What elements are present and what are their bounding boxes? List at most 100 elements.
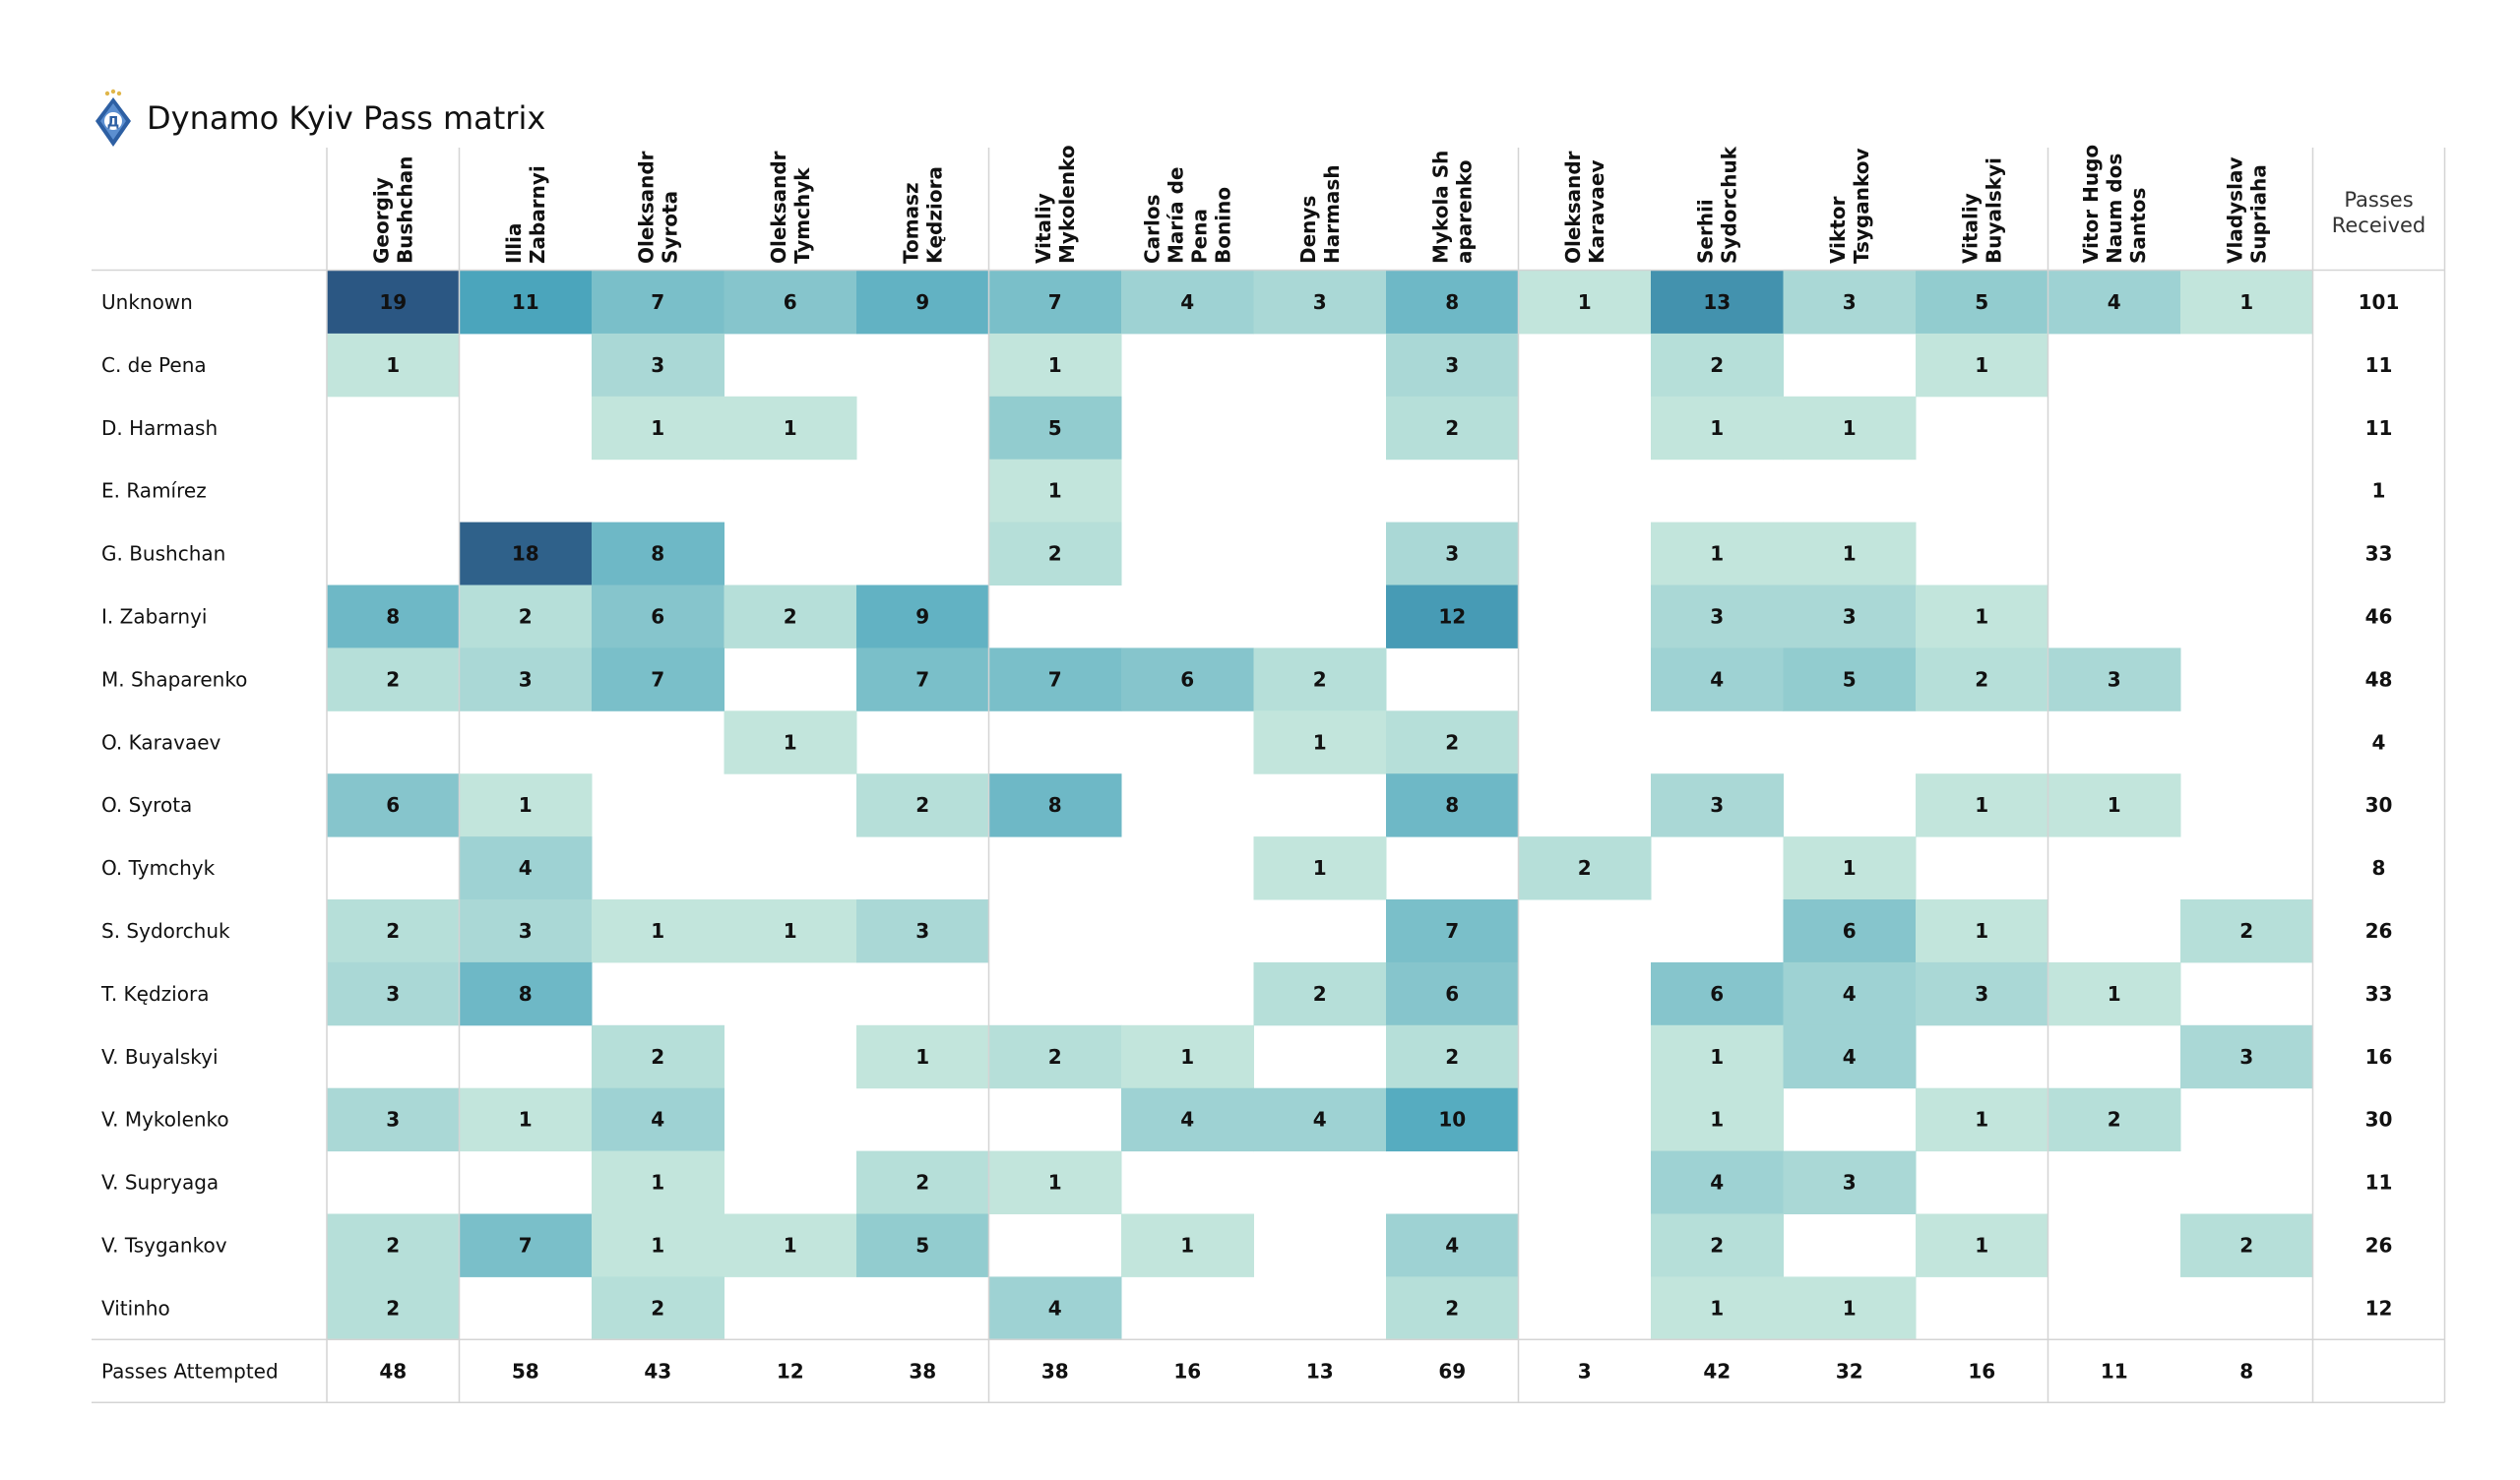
heatmap-cell [327, 333, 460, 398]
heatmap-cell [592, 899, 724, 963]
row-total-value: 30 [2365, 793, 2393, 817]
heatmap-cell [724, 710, 857, 774]
column-header-label: Sydorchuk [1717, 146, 1740, 264]
heatmap-cell [988, 1150, 1122, 1214]
cell-value-label: 1 [1975, 353, 1988, 377]
heatmap-cell [1386, 396, 1519, 461]
heatmap-cell [1916, 648, 2048, 711]
heatmap-cell [988, 396, 1122, 461]
column-total-value: 32 [1836, 1359, 1863, 1383]
heatmap-cell [327, 271, 460, 335]
cell-value-label: 1 [651, 1233, 664, 1257]
column-total-value: 8 [2239, 1359, 2253, 1383]
column-header: Serhii Sydorchuk [1693, 146, 1740, 264]
svg-text:Д: Д [107, 115, 119, 131]
column-header-label: Pena [1187, 209, 1211, 264]
heatmap-cell [856, 271, 989, 335]
cell-value-label: 2 [1313, 667, 1327, 691]
column-header-label: Buyalskyi [1982, 157, 2005, 264]
column-header: Carlos María de Pena Bonino [1140, 167, 1234, 264]
cell-value-label: 9 [915, 604, 929, 628]
heatmap-cell [1916, 585, 2048, 648]
heatmap-cell [2180, 1213, 2313, 1277]
cell-value-label: 1 [1180, 1233, 1194, 1257]
cell-value-label: 4 [1710, 667, 1724, 691]
row-total-value: 26 [2365, 919, 2393, 943]
heatmap-cell [2048, 773, 2181, 837]
column-header-label: Serhii [1693, 199, 1717, 264]
row-label: O. Syrota [101, 793, 192, 817]
heatmap-cell [1916, 773, 2048, 837]
passes-attempted-label: Passes Attempted [101, 1359, 279, 1383]
cell-value-label: 4 [1843, 1045, 1857, 1069]
heatmap-cell [1651, 648, 1784, 711]
column-header: Denys Harmash [1296, 164, 1344, 264]
heatmap-cell [2180, 271, 2313, 335]
heatmap-cell [856, 648, 989, 711]
heatmap-cell [327, 1087, 460, 1152]
heatmap-cell [1651, 396, 1784, 461]
cell-value-label: 2 [2108, 1108, 2121, 1132]
cell-value-label: 3 [915, 919, 929, 943]
cell-value-label: 1 [1710, 416, 1724, 440]
row-label: O. Karavaev [101, 730, 221, 754]
heatmap-cell [459, 1087, 593, 1152]
row-total-value: 16 [2365, 1045, 2393, 1069]
cell-value-label: 1 [2108, 793, 2121, 817]
cell-value-label: 4 [1710, 1171, 1724, 1195]
column-header-label: Illia [502, 222, 526, 264]
cell-value-label: 2 [1445, 1296, 1459, 1320]
cell-value-label: 2 [386, 667, 400, 691]
cell-value-label: 8 [1445, 793, 1459, 817]
cell-value-label: 2 [2239, 919, 2253, 943]
column-header-label: Bushchan [393, 156, 416, 264]
cell-value-label: 5 [1975, 290, 1988, 314]
row-label: O. Tymchyk [101, 856, 216, 880]
heatmap-cell [988, 1024, 1122, 1089]
cell-value-label: 3 [1710, 604, 1724, 628]
column-header: Oleksandr Syrota [634, 151, 681, 264]
cell-value-label: 2 [1445, 416, 1459, 440]
cell-value-label: 2 [1048, 1045, 1062, 1069]
cell-value-label: 6 [784, 290, 797, 314]
cell-value-label: 7 [1048, 290, 1062, 314]
heatmap-cell [592, 522, 724, 586]
heatmap-cell [988, 648, 1122, 711]
cell-value-label: 4 [519, 856, 533, 880]
cell-value-label: 2 [784, 604, 797, 628]
row-label: T. Kędziora [100, 982, 209, 1006]
heatmap-cell [592, 396, 724, 461]
row-total-value: 1 [2372, 479, 2386, 503]
heatmap-cell [592, 585, 724, 648]
cell-value-label: 4 [1180, 290, 1194, 314]
heatmap-cell [724, 271, 857, 335]
cell-value-label: 1 [1975, 1108, 1988, 1132]
heatmap-cell [1783, 522, 1917, 586]
column-total-value: 16 [1173, 1359, 1201, 1383]
cell-value-label: 4 [651, 1108, 664, 1132]
cell-value-label: 1 [1710, 542, 1724, 566]
cell-value-label: 10 [1438, 1108, 1466, 1132]
heatmap-cell [1253, 836, 1387, 900]
heatmap-cell [459, 773, 593, 837]
heatmap-cell [459, 961, 593, 1026]
cell-value-label: 2 [1313, 982, 1327, 1006]
heatmap-cell [327, 1213, 460, 1277]
row-total-value: 11 [2365, 416, 2393, 440]
column-header: Georgiy Bushchan [369, 156, 416, 264]
heatmap-cell [1916, 1213, 2048, 1277]
cell-value-label: 2 [519, 604, 533, 628]
heatmap-cell [2180, 1024, 2313, 1089]
heatmap-cell [327, 961, 460, 1026]
heatmap-cell [1651, 271, 1784, 335]
row-total-value: 30 [2365, 1108, 2393, 1132]
heatmap-cell [1651, 773, 1784, 837]
column-header-label: Supriaha [2246, 164, 2270, 264]
heatmap-cell [592, 1024, 724, 1089]
row-label: C. de Pena [101, 353, 207, 377]
heatmap-cell [1253, 271, 1387, 335]
heatmap-cell [988, 522, 1122, 586]
column-header: Illia Zabarnyi [502, 165, 549, 264]
cell-value-label: 1 [1710, 1296, 1724, 1320]
